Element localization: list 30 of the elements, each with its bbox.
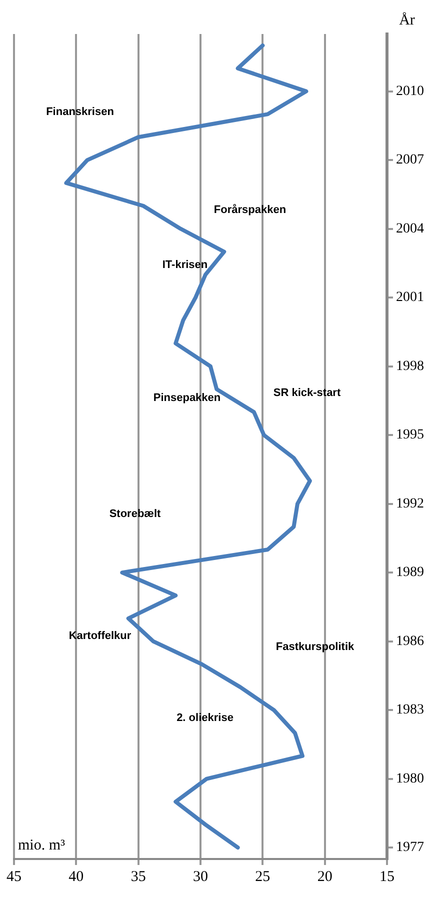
y-tick-label: 2010 xyxy=(396,84,424,99)
x-tick-label: 45 xyxy=(6,868,22,885)
y-tick-label: 1977 xyxy=(396,840,424,856)
x-tick-label: 20 xyxy=(317,868,332,885)
annotation: Storebælt xyxy=(109,508,161,520)
x-tick-label: 15 xyxy=(380,868,394,885)
annotation: Kartoffelkur xyxy=(68,630,132,642)
annotation: Finanskrisen xyxy=(46,106,114,118)
y-tick-label: 1995 xyxy=(396,428,424,443)
annotation: 2. oliekrise xyxy=(176,712,234,724)
y-axis-title: År xyxy=(399,11,415,28)
y-tick-label: 1998 xyxy=(396,358,424,374)
y-tick-label: 1983 xyxy=(396,702,424,718)
y-tick-label: 2007 xyxy=(396,152,424,168)
x-tick-label: 25 xyxy=(255,868,270,885)
y-tick-label: 2001 xyxy=(396,290,424,306)
y-tick-label: 1989 xyxy=(396,565,424,580)
y-tick-label: 1992 xyxy=(396,496,424,512)
annotation: Forårspakken xyxy=(214,203,286,216)
x-tick-label: 35 xyxy=(130,868,146,885)
y-tick-label: 1986 xyxy=(396,634,424,649)
y-tick-label: 1980 xyxy=(396,771,424,786)
annotation: SR kick-start xyxy=(273,387,341,400)
x-tick-label: 30 xyxy=(193,868,208,885)
annotation: IT-krisen xyxy=(162,259,208,272)
x-axis-title: mio. m³ xyxy=(18,837,66,854)
x-tick-label: 40 xyxy=(68,868,84,885)
y-tick-label: 2004 xyxy=(396,221,424,236)
annotation: Pinsepakken xyxy=(153,392,221,404)
annotation: Fastkurspolitik xyxy=(276,641,355,654)
